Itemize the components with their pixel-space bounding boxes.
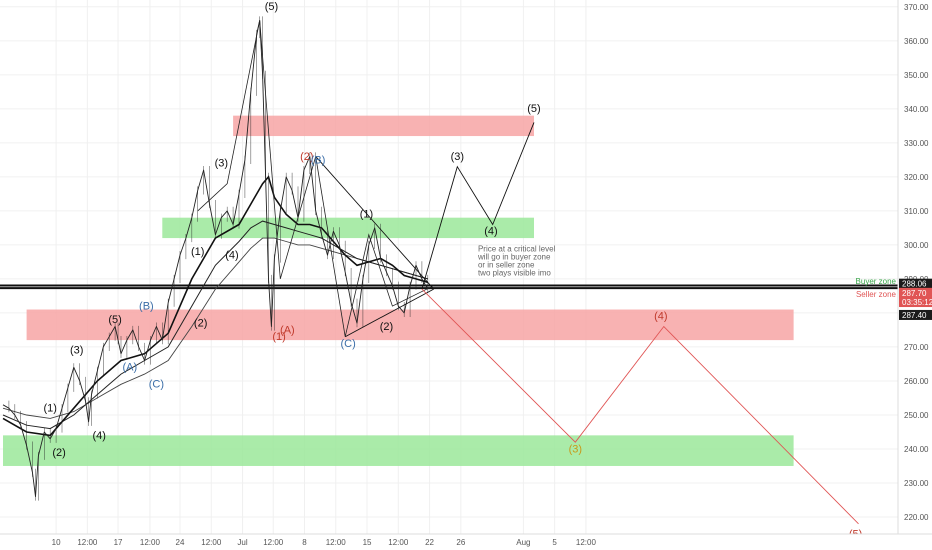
time-tick-label: 10: [52, 538, 61, 547]
price-tick-label: 240.00: [904, 445, 929, 454]
zone-side-label: Seller zone: [856, 290, 897, 299]
price-tick-label: 300.00: [904, 241, 929, 250]
wave-label: (C): [149, 379, 164, 391]
price-tick-label: 310.00: [904, 207, 929, 216]
wave-label: (2): [52, 447, 65, 459]
horizontal-price-lines: [0, 284, 898, 290]
price-label-box: [899, 309, 932, 320]
triangle-upper-line: [315, 156, 435, 290]
wave-label: (B): [139, 301, 154, 313]
time-tick-label: 12:00: [140, 538, 161, 547]
annotation-line: Price at a critical level: [478, 245, 556, 254]
price-label-box: [899, 278, 932, 289]
wave-label: (4): [92, 430, 105, 442]
price-tick-label: 350.00: [904, 71, 929, 80]
time-axis-background: [0, 534, 932, 550]
wave-labels: (1) (2) (3) (4) (5) (A) (B) (C) (1) (2) (3) (4) (5) (…: [43, 1, 862, 540]
price-label-box: [899, 287, 932, 298]
time-tick-label: 12:00: [263, 538, 284, 547]
price-axis[interactable]: 220.00230.00240.00250.00260.00270.00280.…: [856, 0, 932, 550]
moving-average-fast: [2, 175, 429, 437]
price-label-value: 288.06: [902, 280, 927, 289]
wave-label: (5): [108, 314, 121, 326]
time-tick-label: 12:00: [576, 538, 597, 547]
wave-label: (2): [380, 321, 393, 333]
price-tick-label: 260.00: [904, 377, 929, 386]
triangle-lower-line: [344, 288, 434, 338]
wave-label: (4): [484, 226, 497, 238]
wave-label: (1): [43, 403, 56, 415]
price-tick-label: 330.00: [904, 139, 929, 148]
price-series: [2, 16, 429, 501]
wave-label: (3): [70, 345, 83, 357]
time-axis[interactable]: 10 12:00 17 12:00 24 12:00 Jul 12:00 8 12:00 15 12:…: [0, 533, 932, 550]
bearish-projection-line: [421, 288, 859, 525]
wave-label: (A): [280, 324, 295, 336]
seller-zone-rect: [233, 115, 534, 137]
price-tick-label: 220.00: [904, 513, 929, 522]
chart-drawings: [197, 20, 859, 525]
wave-label: (B): [311, 154, 326, 166]
price-tick-label: 230.00: [904, 479, 929, 488]
time-tick-label: 24: [176, 538, 185, 547]
wave-label: (1): [191, 246, 204, 258]
wave-label: (3): [451, 151, 464, 163]
price-tick-label: 320.00: [904, 173, 929, 182]
price-tick-label: 340.00: [904, 105, 929, 114]
wave-label: (3): [569, 443, 582, 455]
zone-side-label: Buyer zone: [856, 277, 897, 286]
wave-label: (1): [360, 209, 373, 221]
time-tick-label: Aug: [516, 538, 530, 547]
price-tick-label: 250.00: [904, 411, 929, 420]
price-label-value: 03:35:12: [902, 298, 932, 307]
price-axis-background: [898, 0, 932, 550]
time-tick-label: 15: [363, 538, 372, 547]
price-tick-label: 360.00: [904, 37, 929, 46]
wave-label: (5): [527, 103, 540, 115]
wave-label: (5): [265, 1, 278, 13]
wave-label: (C): [341, 338, 356, 350]
time-tick-label: 5: [552, 538, 557, 547]
time-tick-label: 12:00: [77, 538, 98, 547]
wave-label: (1): [272, 331, 285, 343]
price-label-box: [899, 297, 932, 308]
wave-label: (3): [215, 158, 228, 170]
time-tick-label: 8: [302, 538, 307, 547]
time-tick-label: Jul: [237, 538, 247, 547]
price-tick-label: 270.00: [904, 343, 929, 352]
annotation-line: or in seller zone: [478, 261, 535, 270]
moving-averages: [2, 175, 429, 437]
annotation-line: two plays visible imo: [478, 269, 551, 278]
time-tick-label: 12:00: [388, 538, 409, 547]
moving-average-mid: [2, 220, 428, 430]
price-label-value: 287.40: [902, 311, 927, 320]
time-tick-label: 17: [114, 538, 123, 547]
time-tick-label: 26: [456, 538, 465, 547]
price-zones: [3, 115, 794, 466]
time-tick-label: 12:00: [201, 538, 222, 547]
wave-label: (2): [194, 318, 207, 330]
annotation-line: will go in buyer zone: [477, 253, 551, 262]
wave-label: (A): [123, 362, 138, 374]
time-tick-label: 12:00: [326, 538, 347, 547]
time-tick-label: 22: [425, 538, 434, 547]
price-tick-label: 370.00: [904, 3, 929, 12]
price-label-value: 287.70: [902, 289, 927, 298]
buyer-zone-rect: [3, 435, 794, 466]
wave-label: (4): [225, 249, 238, 261]
bullish-projection-line: [421, 122, 535, 290]
wave-label: (2): [300, 151, 313, 163]
wave-label: (4): [654, 311, 667, 323]
